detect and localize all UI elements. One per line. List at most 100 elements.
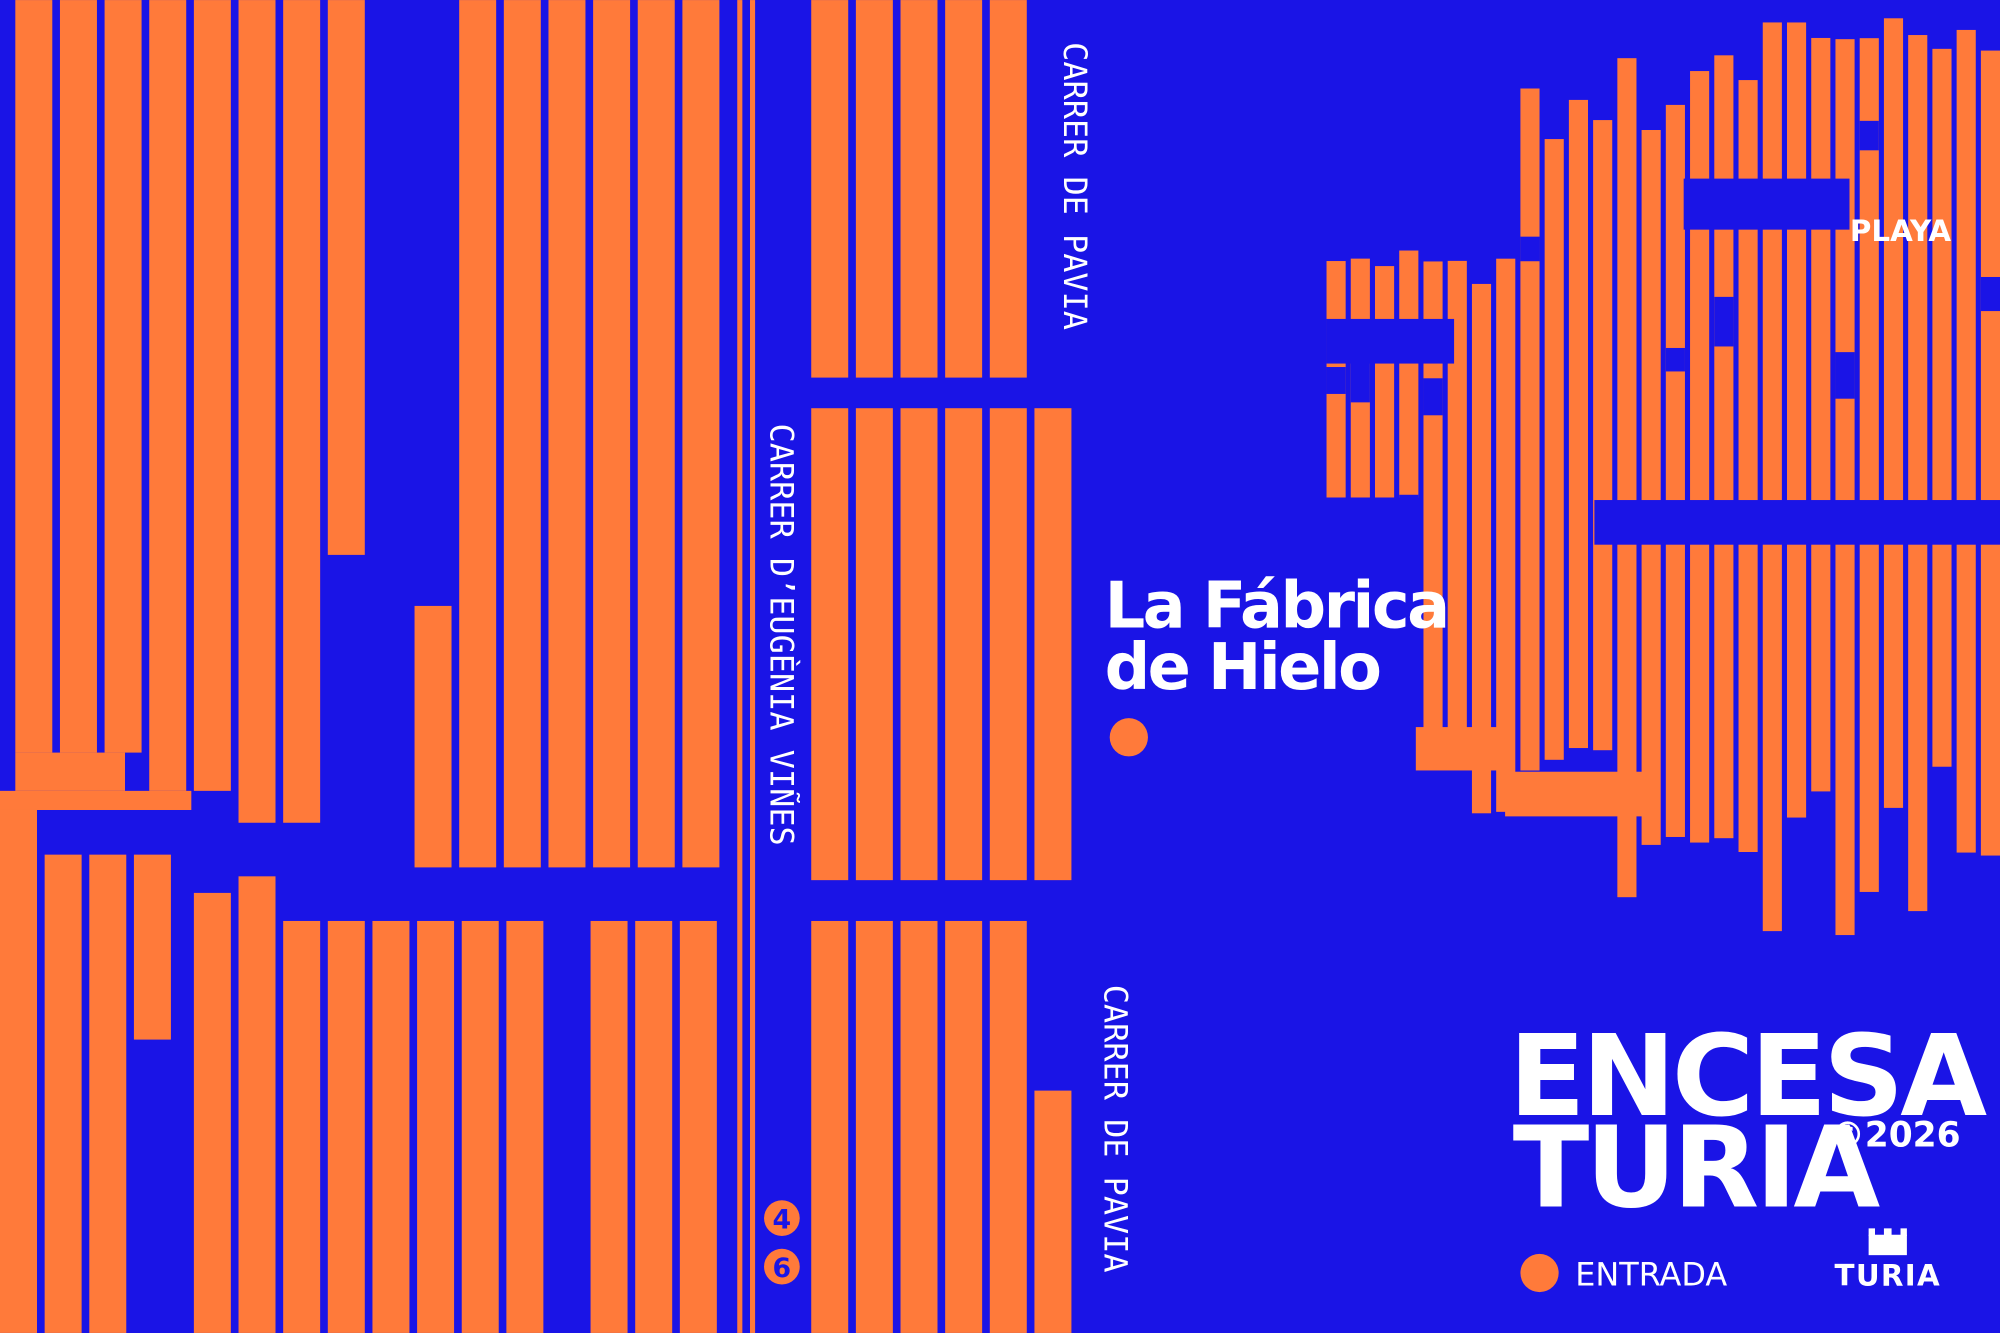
block-stripe (1980, 276, 2000, 312)
block-stripe (1786, 22, 1807, 818)
block-stripe (104, 0, 142, 753)
block-stripe (750, 0, 756, 1333)
brand-title: ENCESA (1509, 1012, 1987, 1142)
number-badge (764, 1248, 800, 1285)
legend-label: ENTRADA (1575, 1256, 1727, 1294)
block-stripe (1690, 71, 1710, 843)
brand-year: ©2026 (1830, 1116, 1960, 1156)
block-stripe (1738, 80, 1758, 852)
block-stripe (238, 876, 276, 1333)
block-stripe (945, 0, 983, 378)
street-number: 4 (773, 1204, 792, 1235)
block-stripe (682, 0, 720, 868)
block-stripe (1617, 58, 1637, 898)
block-stripe (855, 920, 893, 1333)
logo-icon (1868, 1228, 1907, 1256)
block-stripe (327, 0, 365, 555)
block-stripe (1350, 355, 1370, 403)
block-stripe (900, 408, 938, 881)
block-stripe (1980, 50, 2000, 856)
block-stripe (327, 920, 365, 1333)
block-stripe (811, 0, 849, 378)
block-stripe (1665, 347, 1685, 372)
block-stripe (637, 0, 675, 868)
block-stripe (635, 920, 673, 1333)
block-stripe (1593, 120, 1613, 751)
block-stripe (1034, 408, 1072, 881)
block-stripe (1326, 367, 1346, 394)
block-stripe (855, 0, 893, 378)
logo-text: TURIA (1835, 1259, 1941, 1293)
block-stripe (989, 0, 1027, 378)
block-stripe (193, 0, 231, 791)
block-stripe (1568, 99, 1589, 749)
block-stripe (737, 0, 743, 1333)
block-stripe (945, 920, 983, 1333)
block-stripe (0, 809, 37, 1333)
block-stripe (0, 790, 192, 810)
block-stripe (503, 0, 541, 868)
venue-name: de Hielo (1105, 631, 1381, 705)
block-stripe (1415, 727, 1506, 771)
block-stripe (461, 920, 499, 1333)
block-stripe (283, 920, 321, 1333)
block-stripe (1811, 37, 1831, 792)
street-label: CARRER DE PAVIA (1056, 42, 1094, 330)
block-stripe (459, 0, 497, 868)
block-stripe (506, 920, 544, 1333)
block-stripe (1447, 260, 1467, 733)
block-stripe (1859, 120, 1879, 151)
block-stripe (372, 920, 410, 1333)
area-label: PLAYA (1850, 214, 1952, 248)
block-stripe (283, 0, 321, 823)
block-stripe (1375, 266, 1395, 498)
entrance-dot (1520, 1253, 1559, 1293)
block-stripe (59, 0, 97, 753)
block-stripe (1641, 130, 1661, 845)
block-stripe (1399, 494, 1419, 517)
block-stripe (417, 920, 455, 1333)
block-stripe (1835, 352, 1855, 399)
block-stripe (15, 0, 53, 753)
venue-dot (1109, 718, 1148, 757)
block-stripe (900, 920, 938, 1333)
block-stripe (989, 408, 1027, 881)
block-stripe (1520, 88, 1540, 771)
block-stripe (1932, 48, 1952, 767)
block-stripe (1034, 1090, 1072, 1333)
block-stripe (1683, 178, 1850, 230)
block-stripe (414, 605, 452, 868)
block-stripe (1326, 318, 1455, 364)
block-stripe (15, 752, 126, 791)
block-stripe (1496, 258, 1516, 812)
number-badge (764, 1200, 800, 1237)
block-stripe (679, 920, 717, 1333)
block-stripe (811, 920, 849, 1333)
venue-name: La Fábrica (1105, 570, 1448, 644)
block-stripe (89, 854, 127, 1333)
block-stripe (1859, 38, 1879, 892)
block-stripe (811, 408, 849, 881)
block-stripe (1908, 35, 1928, 912)
block-stripe (590, 920, 628, 1333)
block-stripe (238, 0, 276, 823)
block-stripe (1714, 296, 1734, 347)
block-stripe (1665, 104, 1685, 837)
labels: CARRER DE PAVIA CARRER D’EUGÈNIA VIÑES C… (762, 42, 1991, 1294)
block-stripe (1714, 55, 1734, 839)
block-stripe (1883, 18, 1904, 808)
brand-title: TURIA (1513, 1104, 1881, 1234)
block-stripe (1520, 236, 1540, 262)
block-stripe (1762, 22, 1782, 932)
block-stripe (193, 892, 231, 1333)
street-label: CARRER D’EUGÈNIA VIÑES (762, 424, 800, 846)
block-stripe (1835, 39, 1855, 936)
block-stripe (44, 854, 82, 1333)
block-stripe (1505, 771, 1659, 817)
block-stripe (548, 0, 586, 868)
street-number: 6 (773, 1253, 792, 1284)
street-label: CARRER DE PAVIA (1097, 985, 1135, 1273)
block-stripe (133, 854, 171, 1040)
